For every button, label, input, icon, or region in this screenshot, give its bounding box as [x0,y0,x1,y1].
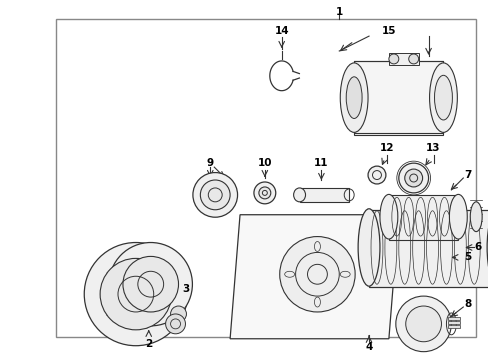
Circle shape [166,314,185,334]
Circle shape [396,296,451,352]
Ellipse shape [294,188,306,202]
Ellipse shape [254,182,276,204]
Ellipse shape [405,169,422,187]
Ellipse shape [435,75,452,120]
Text: 7: 7 [465,170,472,180]
Ellipse shape [470,202,482,231]
Circle shape [406,306,441,342]
Text: 8: 8 [465,299,472,309]
Bar [299,188,349,202]
Polygon shape [230,215,399,339]
Text: 5: 5 [465,252,472,262]
Bar [354,61,443,135]
Circle shape [123,256,178,312]
Text: 10: 10 [258,158,272,168]
Text: 12: 12 [380,143,394,153]
Ellipse shape [346,77,362,118]
Ellipse shape [340,63,368,132]
Text: 14: 14 [274,26,289,36]
Circle shape [84,243,188,346]
Text: 2: 2 [145,339,152,349]
Ellipse shape [259,187,271,199]
Circle shape [280,237,355,312]
Ellipse shape [358,209,380,286]
Ellipse shape [368,166,386,184]
Ellipse shape [200,180,230,210]
Ellipse shape [380,194,398,239]
Bar [448,321,460,324]
Bar [389,195,458,239]
Circle shape [409,54,418,64]
Text: 6: 6 [474,243,482,252]
Text: 11: 11 [314,158,329,168]
Ellipse shape [487,209,490,286]
Bar [448,317,460,320]
Bar [389,53,418,65]
Text: 13: 13 [426,143,441,153]
Bar [448,325,460,328]
Ellipse shape [430,63,457,132]
Circle shape [100,258,172,330]
Text: 15: 15 [382,26,396,36]
Ellipse shape [399,163,429,193]
Circle shape [171,306,187,322]
Text: 9: 9 [207,158,214,168]
Ellipse shape [193,172,238,217]
Bar [56,19,476,337]
Ellipse shape [449,194,467,239]
Circle shape [109,243,193,326]
Bar [369,210,490,287]
Text: 1: 1 [336,7,343,17]
Text: 4: 4 [366,342,373,352]
Circle shape [389,54,399,64]
Text: 3: 3 [182,284,189,294]
